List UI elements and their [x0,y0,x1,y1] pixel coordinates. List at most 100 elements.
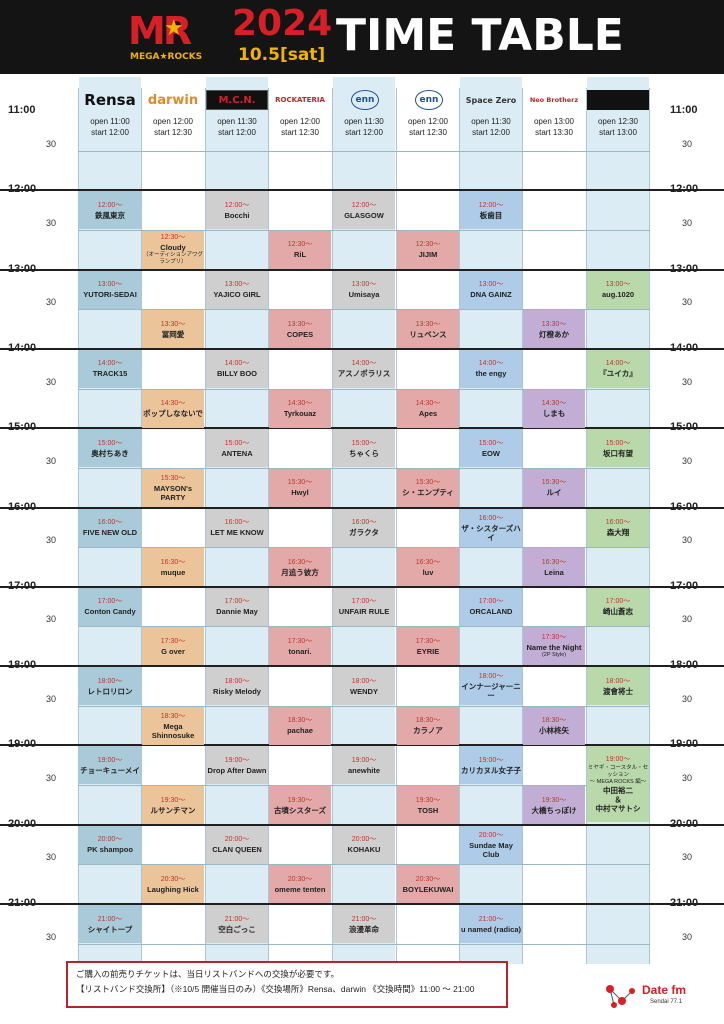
slot-time: 19:30～ [415,796,441,804]
timetable-slot: 13:00～ Umisaya [333,270,395,309]
slot-time: 13:00～ [605,281,631,289]
slot-time: 18:30～ [541,717,567,725]
slot-time: 19:00～ [478,756,504,764]
slot-time: 13:00～ [224,281,250,289]
artist-name: the engy [475,369,507,379]
timetable-slot: 15:00～ 奥村ちあき [79,429,141,468]
venue-logo-6: enn [415,90,443,110]
column-divider [78,88,79,964]
time-label-left: 15:00 [8,421,37,434]
slot-time: 13:30～ [541,320,567,328]
timetable-slot: 18:00～ Risky Melody [206,667,268,706]
artist-name: カラノア [413,726,443,736]
artist-name: 奥村ちあき [91,448,129,458]
slot-time: 19:00～ [351,756,377,764]
venue-logo-4: ROCKATERIA [275,96,325,104]
artist-name: Bocchi [224,210,250,220]
slot-time: 17:30～ [287,637,313,645]
half-hour-divider [78,309,650,311]
slot-time: 20:30～ [160,875,186,883]
timetable-slot: 14:00～ TRACK15 [79,349,141,388]
column-divider [586,88,587,964]
slot-time: 16:00～ [605,519,631,526]
slot-time: 14:00～ [605,360,631,368]
slot-time: 19:00～ [605,756,631,764]
artist-name: CLAN QUEEN [212,845,262,855]
column-divider [268,88,269,964]
artist-name: ガラクタ [349,528,379,537]
artist-name: aug.1020 [601,290,635,300]
timetable-slot: 15:00～ 坂口有望 [587,429,649,468]
venue-times-4: open 12:00 start 12:30 [269,116,331,138]
artist-name: UNFAIR RULE [338,607,390,617]
artist-name: KOHAKU [347,845,381,855]
timetable-slot: 15:00～ EOW [460,429,522,468]
artist-name: tonari. [288,646,312,656]
timetable-slot: 12:30～ RiL [269,230,331,269]
venue-logo-8: Neo Brotherz [529,96,579,104]
start-time: start 13:30 [535,128,573,137]
artist-name: Dannie May [216,607,258,617]
timetable-slot: 16:00～ LET ME KNOW [206,508,268,547]
half-hour-divider [78,705,650,707]
column-divider [522,88,523,964]
time-label-right: 19:00 [670,738,699,751]
slot-time: 12:30～ [415,241,441,249]
half-label-right: 30 [682,138,693,149]
artist-name: DNA GAINZ [470,290,512,300]
timetable-slot: 17:30～ Name the Night (2P Style) [523,627,585,666]
time-label-left: 14:00 [8,341,37,354]
half-label-left: 30 [46,852,57,863]
artist-name: omeme tenten [274,884,326,894]
open-time: open 12:00 [407,117,449,126]
time-label-right: 16:00 [670,500,699,513]
column-divider [396,88,397,964]
half-label-left: 30 [46,773,57,784]
sponsor-sub: Sendai 77.1 [650,999,683,1005]
artist-name: Hwyl [291,488,309,498]
timetable-slot: 17:00～ Dannie May [206,587,268,626]
timetable-slot: 14:00～ the engy [460,349,522,388]
timetable-slot: 12:00～ 板歯目 [460,191,522,230]
header-banner: MR ★ MEGA★ROCKS 2024 10.5[sat] TIME TABL… [0,0,724,74]
venue-times-8: open 13:00 start 13:30 [523,116,585,138]
timetable-slot: 17:00～ UNFAIR RULE [333,587,395,626]
slot-time: 12:00～ [351,201,377,209]
hour-divider [0,427,724,430]
artist-name: Sundae May Club [469,840,513,859]
open-time: open 12:30 [597,117,639,126]
slot-time: 17:30～ [415,637,441,645]
logo-mark: MR [128,9,192,53]
artist-name: 冨岡愛 [161,329,185,339]
slot-time: 20:00～ [224,836,250,844]
timetable-slot: 15:30～ MAYSON's PARTY [142,468,204,507]
hour-divider [0,903,724,905]
artist-name: COPES [286,329,314,339]
slot-time: 14:00～ [224,360,250,368]
slot-time: 18:30～ [287,717,313,725]
event-year: 2024 [232,3,333,44]
artist-name: シ・エンプティ [402,488,454,498]
slot-time: 12:00～ [478,201,504,209]
slot-time: 15:30～ [541,479,567,487]
slot-time: 20:00～ [478,831,504,839]
slot-time: 18:30～ [415,717,441,725]
timetable-slot: 16:00～ 森大翔 [587,508,649,547]
timetable-slot: 20:30～ BOYLEKUWAI [397,865,459,904]
timetable-slot: 15:00～ ちゃくら [333,429,395,468]
half-label-right: 30 [682,614,693,625]
slot-time: 19:00～ [97,756,123,764]
venue-logo-2: darwin [147,92,199,108]
timetable-slot: 18:00～ WENDY [333,667,395,706]
slot-time: 20:00～ [351,836,377,844]
slot-time: 19:30～ [287,796,313,804]
event-date: 10.5[sat] [238,45,326,65]
slot-time: 15:30～ [160,474,186,482]
slot-time: 17:00～ [351,598,377,606]
artist-name: Name the Night [526,643,582,653]
timetable-slot: 12:00～ 鉄風東京 [79,191,141,230]
artist-name: シャイトープ [87,924,133,934]
timetable-slot: 15:30～ シ・エンプティ [397,468,459,507]
artist-name: MAYSON's PARTY [153,483,193,502]
artist-name: ポップしなないで [143,409,203,419]
